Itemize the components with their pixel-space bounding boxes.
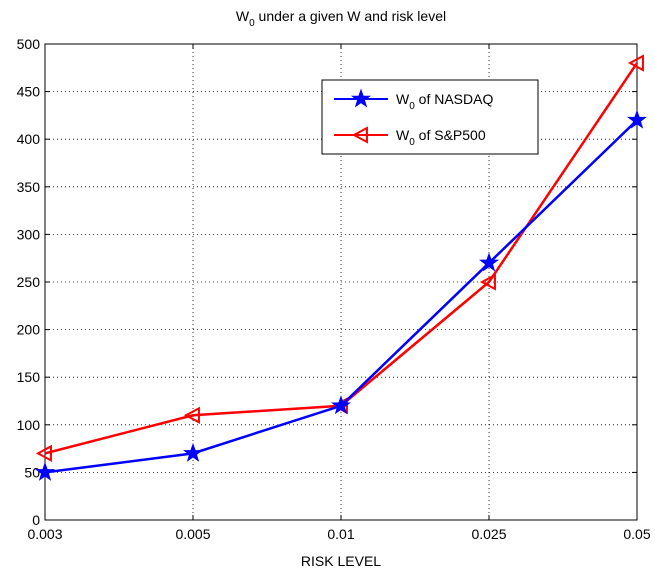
legend-marker-triangle-icon — [351, 126, 368, 144]
legend-marker-star-icon — [350, 88, 372, 108]
y-tick-label: 400 — [17, 131, 41, 147]
y-tick-label: 200 — [17, 322, 41, 338]
y-tick-label: 150 — [17, 369, 41, 385]
legend-box — [321, 79, 539, 155]
data-point — [479, 273, 496, 291]
y-tick-label: 500 — [17, 36, 41, 52]
x-tick-label: 0.01 — [327, 526, 354, 542]
x-axis-label: RISK LEVEL — [301, 553, 381, 569]
x-tick-label: 0.05 — [623, 526, 650, 542]
legend-entry-sp500: W0 of S&P500 — [334, 126, 486, 148]
data-point — [478, 252, 500, 272]
x-tick-label: 0.003 — [27, 526, 62, 542]
x-tick-label: 0.025 — [471, 526, 506, 542]
data-point — [183, 406, 200, 424]
y-tick-label: 300 — [17, 226, 41, 242]
series-0 — [34, 109, 648, 481]
data-point — [627, 54, 644, 72]
legend-label-sp500: W0 of S&P500 — [396, 127, 486, 148]
data-point — [182, 442, 204, 462]
y-tick-label: 50 — [24, 464, 40, 480]
chart-title: W0 under a given W and risk level — [236, 8, 446, 29]
data-point — [35, 444, 52, 463]
y-tick-label: 350 — [17, 179, 41, 195]
legend-label-nasdaq: W0 of NASDAQ — [396, 91, 493, 112]
data-point — [330, 395, 352, 415]
y-tick-label: 250 — [17, 274, 41, 290]
data-point — [34, 461, 56, 481]
x-tick-label: 0.005 — [175, 526, 210, 542]
y-tick-label: 450 — [17, 84, 41, 100]
legend-entry-nasdaq: W0 of NASDAQ — [334, 88, 493, 112]
legend-marker — [351, 126, 368, 144]
series-layer — [34, 54, 648, 481]
legend: W0 of NASDAQ W0 of S&P500 — [321, 79, 539, 155]
data-point — [626, 109, 648, 129]
y-tick-label: 100 — [17, 417, 41, 433]
y-tick-label: 0 — [32, 512, 40, 528]
legend-marker — [350, 88, 372, 108]
axis-ticks: 0.003 0.005 0.01 0.025 0.05 0 50 100 150 200 250 30… — [17, 36, 651, 542]
